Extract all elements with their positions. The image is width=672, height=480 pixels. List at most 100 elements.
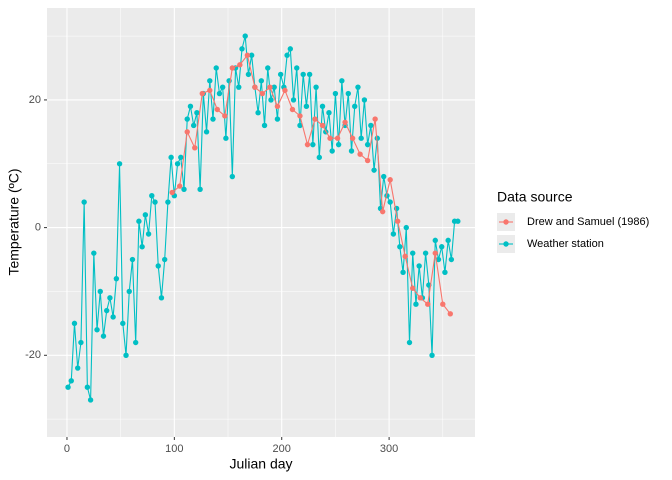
y-tick-label: -20: [25, 349, 41, 361]
data-point: [181, 186, 187, 193]
data-point: [402, 253, 408, 260]
data-point: [287, 46, 294, 52]
data-point: [113, 275, 120, 282]
series-line: [67, 35, 458, 401]
data-point: [139, 244, 145, 250]
x-tick-label: 100: [165, 443, 183, 455]
data-point: [387, 199, 393, 205]
data-point: [372, 116, 378, 122]
data-point: [84, 384, 91, 390]
data-point: [78, 339, 84, 346]
data-point: [432, 250, 438, 256]
data-point: [129, 256, 136, 263]
data-point: [442, 269, 448, 275]
data-point: [312, 116, 318, 122]
data-point: [236, 84, 242, 90]
data-point: [348, 148, 355, 154]
data-point: [149, 192, 155, 199]
data-point: [445, 237, 451, 244]
data-point: [207, 87, 213, 94]
data-point: [207, 78, 213, 84]
data-point: [178, 154, 184, 161]
data-point: [158, 295, 165, 301]
data-point: [332, 90, 339, 97]
data-point: [71, 320, 78, 327]
data-point: [116, 161, 123, 167]
data-point: [194, 109, 200, 116]
data-point: [284, 52, 290, 58]
data-point: [142, 212, 149, 218]
data-point: [274, 116, 281, 122]
data-point: [261, 122, 268, 129]
y-tick-label: 20: [29, 94, 41, 106]
data-point: [222, 113, 228, 119]
data-point: [203, 129, 210, 135]
data-point: [268, 97, 274, 103]
data-point: [313, 84, 319, 90]
data-point: [91, 250, 97, 256]
data-point: [213, 65, 219, 71]
data-point: [440, 301, 446, 307]
data-point: [339, 78, 345, 84]
data-point: [294, 65, 300, 71]
data-point: [81, 199, 87, 205]
data-point: [432, 237, 438, 244]
data-point: [371, 167, 377, 173]
data-point: [364, 157, 371, 164]
data-point: [304, 141, 311, 148]
x-tick-label: 200: [273, 443, 291, 455]
data-point: [239, 46, 245, 52]
x-axis-title: Julian day: [229, 456, 292, 472]
data-point: [104, 307, 110, 314]
data-point: [303, 103, 310, 110]
data-point: [329, 148, 335, 154]
data-point: [297, 122, 303, 129]
data-point: [199, 90, 205, 97]
data-point: [290, 97, 297, 103]
data-point: [349, 135, 356, 141]
data-point: [258, 78, 265, 84]
data-point: [394, 218, 401, 224]
data-point: [197, 186, 203, 193]
data-point: [368, 122, 374, 129]
data-point: [282, 87, 288, 94]
data-point: [416, 263, 422, 269]
legend-key-point: [503, 241, 509, 247]
data-point: [439, 244, 445, 250]
data-point: [357, 151, 363, 157]
data-point: [271, 84, 277, 90]
data-point: [289, 106, 296, 113]
data-point: [165, 199, 171, 205]
data-point: [448, 256, 455, 263]
data-point: [400, 269, 406, 275]
data-point: [100, 333, 107, 339]
data-point: [390, 231, 397, 237]
data-point: [242, 33, 248, 39]
data-point: [65, 384, 71, 390]
data-point: [410, 285, 416, 291]
data-point: [184, 129, 190, 135]
legend-key-point: [503, 219, 509, 225]
data-point: [403, 224, 409, 231]
data-point: [352, 103, 358, 110]
data-point: [110, 314, 116, 320]
data-point: [306, 71, 313, 78]
data-point: [259, 90, 266, 97]
data-point: [120, 320, 126, 327]
data-point: [255, 109, 261, 116]
data-point: [94, 327, 100, 333]
data-point: [310, 141, 316, 148]
data-point: [406, 339, 413, 346]
data-point: [319, 103, 326, 110]
data-point: [364, 141, 371, 148]
data-point: [277, 71, 284, 78]
data-point: [248, 52, 255, 58]
data-point: [136, 218, 142, 224]
legend-title: Data source: [497, 189, 573, 205]
data-point: [327, 135, 333, 141]
data-point: [229, 65, 236, 71]
data-point: [245, 71, 252, 78]
data-point: [68, 378, 74, 384]
data-point: [342, 119, 348, 125]
